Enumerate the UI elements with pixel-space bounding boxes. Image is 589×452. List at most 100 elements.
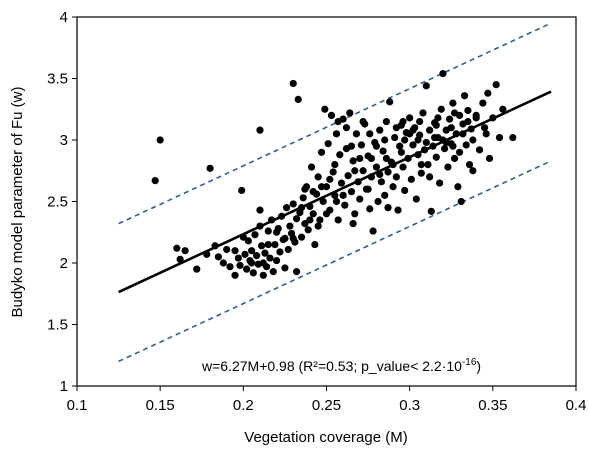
data-point (193, 265, 201, 273)
x-tick-label: 0.4 (566, 397, 587, 414)
data-point (277, 212, 286, 220)
data-point (482, 130, 490, 138)
data-point (309, 210, 317, 218)
data-point (248, 247, 256, 255)
data-point (256, 222, 264, 230)
data-point (409, 141, 417, 149)
data-point (352, 130, 361, 138)
data-point (259, 271, 267, 279)
data-point (384, 204, 392, 212)
data-point (281, 264, 289, 272)
data-point (239, 233, 247, 241)
x-tick-label: 0.25 (312, 397, 341, 414)
data-point (467, 125, 475, 133)
data-point (331, 161, 339, 169)
data-point (322, 210, 331, 218)
data-point (306, 216, 314, 224)
y-tick-label: 2.5 (47, 194, 68, 211)
data-point (173, 244, 181, 252)
data-point (367, 173, 376, 181)
data-point (424, 161, 432, 169)
data-point (311, 240, 319, 249)
data-point (264, 240, 272, 249)
data-point (464, 117, 472, 126)
data-point (309, 188, 317, 196)
upper-bound-line (118, 22, 552, 225)
data-point (444, 163, 452, 171)
data-point (392, 173, 400, 181)
data-point (401, 186, 409, 195)
data-point (226, 263, 234, 271)
data-point (426, 173, 434, 181)
data-point (464, 106, 472, 115)
data-point (342, 124, 351, 132)
data-point (347, 188, 356, 196)
data-point (203, 250, 211, 258)
y-tick-label: 4 (60, 9, 68, 26)
data-point (445, 115, 454, 123)
data-point (332, 197, 341, 206)
data-point (223, 245, 231, 254)
data-point (297, 233, 306, 241)
data-point (156, 136, 164, 144)
data-point (301, 220, 309, 228)
data-point (289, 79, 297, 88)
data-point (271, 240, 279, 249)
data-point (206, 164, 214, 172)
data-point (429, 142, 437, 150)
data-point (248, 259, 256, 267)
data-point (337, 179, 346, 187)
data-point (452, 130, 460, 138)
regression-equation-suffix: ) (476, 358, 481, 374)
data-point (460, 92, 469, 100)
data-point (347, 142, 356, 150)
data-point (367, 154, 376, 163)
x-tick-label: 0.15 (146, 397, 175, 414)
data-point (341, 201, 349, 209)
data-point (386, 98, 394, 106)
data-point (401, 136, 409, 144)
data-point (416, 117, 424, 126)
data-point (377, 178, 385, 186)
data-point (238, 186, 246, 195)
data-point (389, 161, 397, 169)
data-point (397, 148, 405, 156)
data-point (321, 105, 329, 113)
data-point (336, 151, 344, 159)
data-point (329, 168, 337, 176)
data-point (409, 126, 417, 134)
data-point (417, 169, 425, 177)
data-point (241, 250, 249, 258)
data-point (432, 153, 440, 161)
data-point (475, 146, 484, 154)
data-point (499, 105, 507, 113)
data-point (407, 175, 415, 183)
data-point (258, 242, 266, 250)
data-point (261, 249, 269, 257)
x-tick-label: 0.2 (233, 397, 254, 414)
data-point (384, 168, 392, 176)
data-point (251, 231, 259, 239)
data-point (294, 95, 302, 104)
data-point (399, 117, 407, 126)
data-point (256, 206, 264, 214)
data-point (462, 141, 470, 149)
data-point (306, 202, 314, 211)
data-point (244, 237, 252, 245)
data-point (351, 167, 359, 175)
data-point (354, 178, 362, 186)
data-point (243, 265, 251, 273)
data-point (431, 133, 439, 142)
y-tick-label: 3.5 (47, 71, 68, 88)
data-point (266, 254, 274, 262)
data-point (381, 191, 389, 199)
data-point (344, 172, 352, 180)
y-tick-label: 1 (60, 378, 68, 395)
x-tick-label: 0.1 (67, 397, 88, 414)
data-point (484, 89, 492, 97)
y-tick-label: 3 (60, 132, 68, 149)
data-point (436, 179, 444, 187)
data-point (450, 154, 459, 163)
data-point (249, 269, 257, 277)
